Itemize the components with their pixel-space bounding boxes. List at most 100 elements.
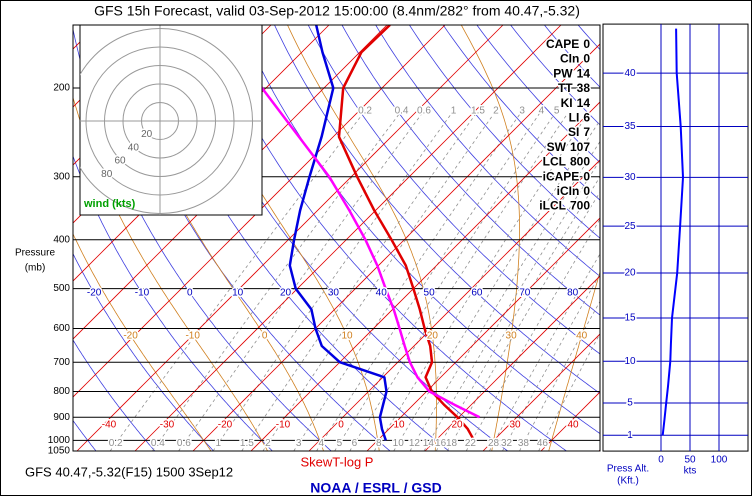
mixing-ratio-line bbox=[152, 113, 400, 451]
mixing-ratio-label: 38 bbox=[518, 438, 530, 449]
mixing-ratio-label: 4 bbox=[319, 438, 325, 449]
wind-y-tick-label: 5 bbox=[627, 398, 633, 409]
mixing-ratio-label: 0.4 bbox=[395, 105, 409, 116]
wind-x-label: kts bbox=[684, 466, 697, 477]
hodograph-grid bbox=[80, 25, 262, 215]
index-value: 14 bbox=[577, 96, 591, 110]
index: iLCL 700 bbox=[539, 199, 590, 213]
mixing-ratio-line bbox=[316, 113, 540, 451]
mixing-ratio-line bbox=[393, 119, 600, 451]
hodograph-frame bbox=[79, 24, 263, 216]
mixing-ratio-label: 4 bbox=[539, 105, 545, 116]
isotherm bbox=[250, 101, 600, 451]
isotherm bbox=[134, 25, 562, 451]
moist-adiabat-label: 0 bbox=[262, 330, 268, 341]
mixing-ratio-line bbox=[262, 113, 495, 451]
index-label: TT bbox=[558, 81, 573, 95]
index-value: 700 bbox=[570, 199, 590, 213]
dry-adiabat-label: -20 bbox=[87, 288, 102, 299]
dry-adiabat-label: 70 bbox=[519, 288, 531, 299]
mixing-ratio-line bbox=[334, 113, 555, 451]
moist-adiabat-label: 30 bbox=[506, 330, 518, 341]
wind-y-tick-label: 30 bbox=[624, 172, 636, 183]
mixing-ratio-label: 0.4 bbox=[151, 438, 165, 449]
wind-speed-line bbox=[661, 28, 685, 436]
isotherm-label: -30 bbox=[160, 420, 175, 431]
isotherm bbox=[482, 333, 600, 451]
mixing-ratio-label: 16 bbox=[435, 438, 447, 449]
mixing-ratio-label: 1.5 bbox=[471, 105, 485, 116]
isotherm-extra bbox=[73, 25, 446, 398]
dry-adiabat-label: 0 bbox=[187, 288, 193, 299]
dry-adiabat-label: 20 bbox=[280, 288, 292, 299]
dry-adiabat-label: 60 bbox=[471, 288, 483, 299]
index: SW 107 bbox=[547, 140, 591, 154]
index-label: LCL bbox=[543, 155, 566, 169]
dry-adiabat-label: -10 bbox=[135, 288, 150, 299]
mixing-ratio-label: 6 bbox=[352, 438, 358, 449]
mixing-ratio-label: 46 bbox=[537, 438, 549, 449]
dry-adiabat-label: 50 bbox=[424, 288, 436, 299]
index-value: 800 bbox=[570, 155, 590, 169]
mixing-ratio-label: 1 bbox=[451, 105, 457, 116]
wind-x-tick-label: 100 bbox=[711, 455, 728, 466]
moist-adiabat-label: 10 bbox=[342, 330, 354, 341]
moist-adiabat-label: -10 bbox=[185, 330, 200, 341]
mixing-ratio-label: 32 bbox=[501, 438, 513, 449]
isotherm bbox=[308, 159, 600, 451]
index-value: 38 bbox=[577, 81, 591, 95]
mixing-ratio-label: 3 bbox=[296, 438, 302, 449]
index: SI 7 bbox=[568, 125, 590, 139]
index-value: 7 bbox=[583, 125, 590, 139]
wind-y-tick-label: 25 bbox=[624, 221, 636, 232]
mixing-ratio-label: 8 bbox=[376, 438, 382, 449]
index-value: 6 bbox=[583, 111, 590, 125]
index: KI 14 bbox=[561, 96, 591, 110]
mixing-ratio-line bbox=[241, 113, 477, 451]
hodograph-ring bbox=[141, 102, 179, 140]
mixing-ratio-label: 1.5 bbox=[240, 438, 254, 449]
wind-y-units: (Kft.) bbox=[617, 476, 639, 487]
profile-line bbox=[239, 25, 481, 419]
mixing-ratio-label: 0.2 bbox=[358, 105, 372, 116]
moist-adiabat-label: -20 bbox=[123, 330, 138, 341]
isotherm bbox=[76, 25, 504, 451]
hodograph-title: wind (kts) bbox=[83, 198, 136, 210]
mixing-ratio-label: 1 bbox=[215, 438, 221, 449]
moist-adiabat-label: 20 bbox=[427, 330, 439, 341]
wind-y-label: Press Alt. bbox=[607, 464, 649, 475]
index-value: 14 bbox=[577, 67, 591, 81]
isotherm-label: 40 bbox=[567, 420, 579, 431]
credit: NOAA / ESRL / GSD bbox=[310, 480, 441, 496]
index-label: PW bbox=[553, 67, 573, 81]
isotherm-label: 0 bbox=[338, 420, 344, 431]
index-label: iCIn bbox=[557, 184, 580, 198]
mixing-ratio-line bbox=[293, 113, 521, 451]
wind-y-tick-label: 10 bbox=[624, 356, 636, 367]
index: CAPE 0 bbox=[546, 37, 590, 51]
wind-x-tick-label: 50 bbox=[684, 455, 696, 466]
mixing-ratio-label: 10 bbox=[393, 438, 405, 449]
y-tick-label: 500 bbox=[53, 283, 70, 294]
index-label: KI bbox=[561, 96, 573, 110]
isotherm-label: -40 bbox=[102, 420, 117, 431]
y-tick-label: 200 bbox=[53, 83, 70, 94]
index-label: CAPE bbox=[546, 37, 579, 51]
isotherm-label: -20 bbox=[218, 420, 233, 431]
index-label: CIn bbox=[560, 52, 579, 66]
isotherm bbox=[424, 275, 600, 451]
isotherm-label: 10 bbox=[393, 420, 405, 431]
isotherm bbox=[192, 43, 600, 451]
index: TT 38 bbox=[558, 81, 590, 95]
plot-frame bbox=[72, 24, 601, 452]
mixing-ratio-line bbox=[435, 176, 600, 451]
index-value: 0 bbox=[583, 37, 590, 51]
x-axis-label: SkewT-log P bbox=[301, 454, 374, 469]
hodograph-ring-label: 20 bbox=[141, 129, 153, 140]
mixing-ratio-line bbox=[109, 113, 364, 451]
mixing-ratio-line bbox=[373, 113, 589, 451]
isotherm-label: 30 bbox=[509, 420, 521, 431]
